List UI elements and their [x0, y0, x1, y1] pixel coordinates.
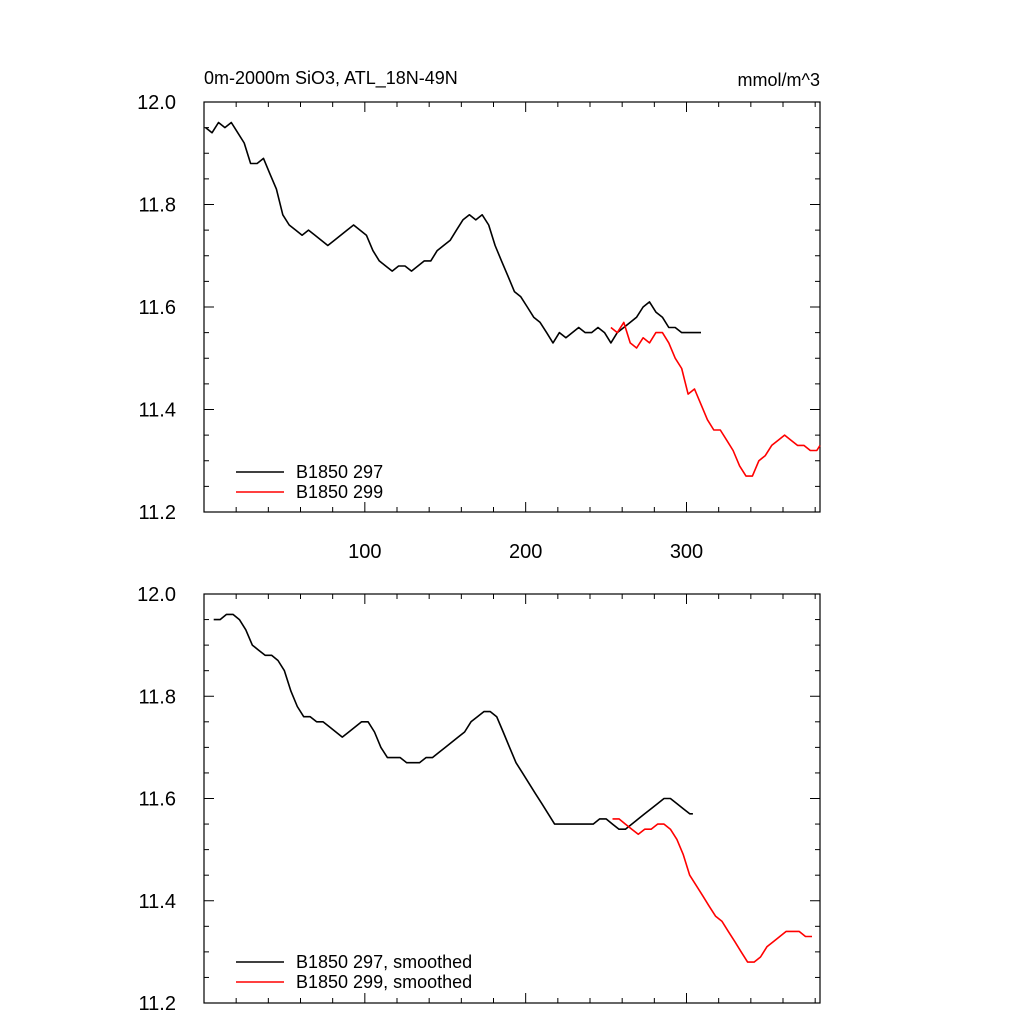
bottom-plot-frame	[203, 593, 821, 1004]
y-tick-label: 11.4	[139, 400, 176, 422]
x-tick-label: 100	[348, 541, 381, 563]
y-tick-label: 11.6	[139, 297, 176, 319]
legend-label-297: B1850 297	[296, 462, 383, 482]
y-tick-label: 12.0	[137, 584, 176, 606]
y-tick-label: 11.8	[139, 195, 176, 217]
y-tick-label: 11.2	[139, 993, 176, 1015]
top-legend: B1850 297 B1850 299	[236, 462, 383, 502]
y-tick-label: 11.8	[139, 686, 176, 708]
bottom-plot-content: 11.2 11.4 11.6 11.8 12.0	[137, 584, 820, 1015]
legend-label-299-smoothed: B1850 299, smoothed	[296, 972, 472, 992]
bottom-series-line-1	[213, 613, 693, 831]
bottom-series-line-2	[612, 818, 812, 963]
top-series-line-2	[610, 321, 821, 477]
top-panel: 0m-2000m SiO3, ATL_18N-49N mmol/m^3 100 2…	[137, 68, 821, 563]
legend-label-299: B1850 299	[296, 482, 383, 502]
y-tick-label: 11.6	[139, 789, 176, 811]
y-tick-label: 11.2	[139, 502, 176, 524]
y-tick-label: 12.0	[137, 92, 176, 114]
chart-title: 0m-2000m SiO3, ATL_18N-49N	[204, 68, 458, 89]
bottom-panel: 11.2 11.4 11.6 11.8 12.0 B1850 297, smoothed…	[137, 584, 821, 1015]
y-tick-label: 11.4	[139, 891, 176, 913]
x-tick-label: 300	[670, 541, 703, 563]
units-label: mmol/m^3	[738, 70, 820, 90]
bottom-legend: B1850 297, smoothed B1850 299, smoothed	[236, 952, 472, 992]
top-series-line-1	[205, 121, 701, 344]
top-plot-content: 100 200 300 11.2 11.4 11.6 11.8 12.0	[137, 92, 821, 563]
legend-label-297-smoothed: B1850 297, smoothed	[296, 952, 472, 972]
top-plot-frame	[203, 101, 821, 513]
x-tick-label: 200	[509, 541, 542, 563]
